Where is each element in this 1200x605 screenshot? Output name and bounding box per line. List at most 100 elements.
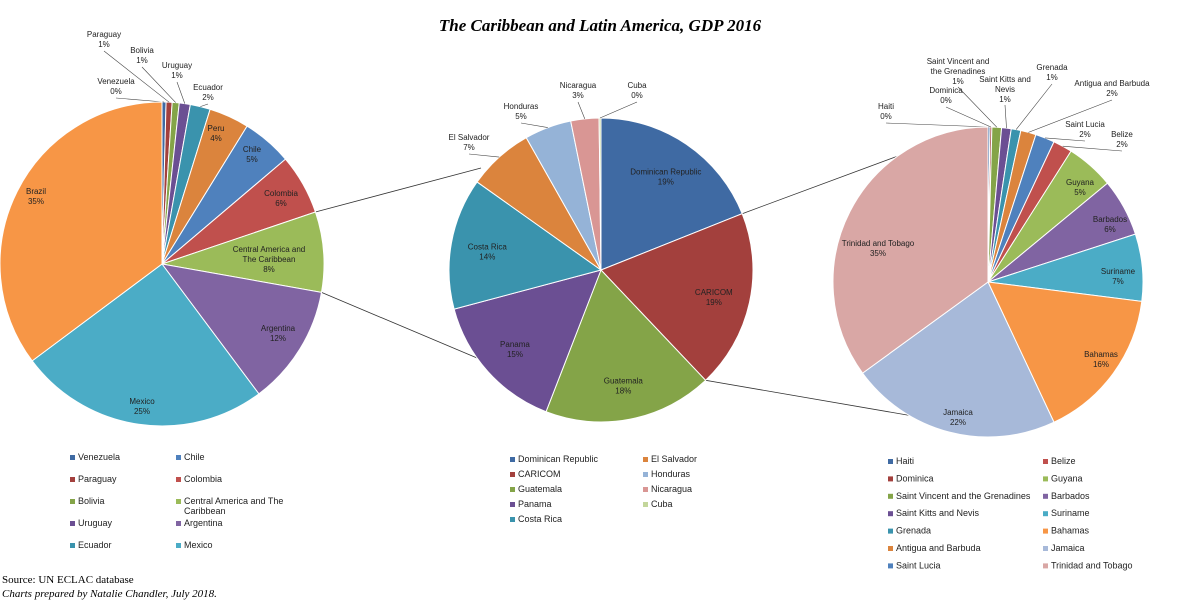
legend-swatch-belize [1043, 459, 1048, 464]
leader-line-cuba [599, 101, 638, 119]
connector-lines [315, 155, 937, 421]
legend-swatch-ecuador [70, 543, 75, 548]
slice-label-brazil: Brazil 35% [26, 187, 46, 206]
legend-swatch-paraguay [70, 477, 75, 482]
legend-swatch-trinidad-and-tobago [1043, 563, 1048, 569]
legend-swatch-venezuela [70, 455, 75, 460]
legend-swatch-argentina [176, 521, 181, 526]
slice-label-suriname: Suriname 7% [1101, 267, 1136, 286]
slice-label-cuba: Cuba 0% [627, 81, 647, 100]
pie-latin-america: Venezuela 0% Paraguay 1% Bolivia 1% Uruguay 1%E… [0, 30, 325, 427]
leader-line-antigua-and-barbuda [1028, 99, 1113, 133]
leader-line-saint-kitts-and-nevis [1004, 104, 1007, 129]
connector-line-top-left [315, 167, 482, 213]
legend-label-paraguay: Paraguay [78, 474, 117, 484]
legend-swatch-bolivia [70, 499, 75, 504]
legend-label-uruguay: Uruguay [78, 518, 113, 528]
slice-label-central-america-and-the-caribbean: Central America and The Caribbean 8% [233, 245, 305, 274]
legend-swatch-mexico [176, 543, 181, 548]
slice-label-ecuador: Ecuador 2% [193, 83, 223, 102]
pie-slice-jamaica [861, 281, 1055, 438]
slice-label-colombia: Colombia 6% [264, 189, 298, 208]
pie-slice-costa-rica [448, 181, 603, 310]
legend-label-honduras: Honduras [651, 469, 691, 479]
source-note: Source: UN ECLAC database [2, 574, 134, 586]
legend-swatch-colombia [176, 477, 181, 482]
legend-swatch-haiti [888, 459, 893, 464]
legend-label-haiti: Haiti [896, 456, 914, 466]
slice-label-bahamas: Bahamas 16% [1084, 350, 1118, 369]
slice-label-saint-kitts-and-nevis: Saint Kitts and Nevis 1% [979, 75, 1031, 104]
slice-label-venezuela: Venezuela 0% [97, 77, 135, 96]
legend-swatch-panama [510, 502, 515, 507]
legend-swatch-central-america-and-the-caribbean [176, 499, 181, 504]
legend-label-bahamas: Bahamas [1051, 526, 1090, 536]
credit-note: Charts prepared by Natalie Chandler, Jul… [2, 588, 217, 600]
legend-swatch-saint-vincent-and-the-grenadines [888, 493, 893, 499]
legend-swatch-chile [176, 455, 181, 460]
legend-swatch-grenada [888, 528, 893, 534]
legend-label-mexico: Mexico [184, 540, 213, 550]
leader-line-paraguay [103, 50, 170, 103]
leader-line-saint-vincent-and-the-grenadines [957, 86, 998, 128]
legend-label-saint-vincent-and-the-grenadines: Saint Vincent and the Grenadines [896, 491, 1031, 501]
slice-label-uruguay: Uruguay 1% [162, 61, 192, 80]
slice-label-bolivia: Bolivia 1% [130, 46, 154, 65]
leader-line-bolivia [141, 66, 176, 103]
pie-slice-dominican-republic [600, 117, 743, 271]
connector-line-bottom-left [321, 292, 497, 367]
slice-label-jamaica: Jamaica 22% [943, 408, 973, 427]
leader-line-haiti [885, 122, 990, 128]
slice-label-dominica: Dominica 0% [929, 86, 963, 105]
slice-label-argentina: Argentina 12% [261, 324, 296, 343]
legend-label-chile: Chile [184, 452, 205, 462]
legend-label-colombia: Colombia [184, 474, 222, 484]
legend-label-costa-rica: Costa Rica [518, 514, 562, 524]
legend-swatch-el-salvador [643, 457, 648, 462]
legend-label-argentina: Argentina [184, 518, 223, 528]
leader-line-uruguay [176, 81, 186, 104]
legend-label-grenada: Grenada [896, 526, 931, 536]
legend-swatch-jamaica [1043, 546, 1048, 551]
legend-swatch-caricom [510, 472, 515, 477]
slice-label-panama: Panama 15% [500, 340, 530, 359]
slice-label-haiti: Haiti 0% [878, 102, 894, 121]
slice-label-honduras: Honduras 5% [504, 102, 539, 121]
connector-line-bottom-right [705, 379, 937, 421]
legend-label-saint-kitts-and-nevis: Saint Kitts and Nevis [896, 508, 980, 518]
legend-label-panama: Panama [518, 499, 552, 509]
pie-slice-mexico [31, 263, 260, 427]
leader-line-el-salvador [468, 153, 500, 158]
legend-swatch-dominica [888, 476, 893, 482]
legend-label-guyana: Guyana [1051, 473, 1083, 483]
slice-label-barbados: Barbados 6% [1093, 215, 1127, 234]
pie-slice-bahamas [987, 281, 1143, 423]
legend-label-barbados: Barbados [1051, 491, 1090, 501]
slice-label-guatemala: Guatemala 18% [604, 376, 644, 395]
pie-slice-brazil [0, 101, 163, 362]
legend-swatch-guyana [1043, 476, 1048, 482]
legend-label-suriname: Suriname [1051, 508, 1090, 518]
legend-swatch-uruguay [70, 521, 75, 526]
slice-label-chile: Chile 5% [243, 145, 262, 164]
legend-label-jamaica: Jamaica [1051, 543, 1085, 553]
legend-label-ecuador: Ecuador [78, 540, 112, 550]
legend-swatch-costa-rica [510, 517, 515, 522]
legend-label-bolivia: Bolivia [78, 496, 105, 506]
legend-label-cuba: Cuba [651, 499, 673, 509]
slice-label-costa-rica: Costa Rica 14% [468, 242, 508, 261]
legend-swatch-nicaragua [643, 487, 648, 492]
pie-slice-panama [453, 269, 602, 413]
chart-title: The Caribbean and Latin America, GDP 201… [438, 16, 762, 35]
leader-line-honduras [520, 122, 548, 128]
legend-swatch-suriname [1043, 511, 1048, 517]
slice-label-el-salvador: El Salvador 7% [449, 133, 490, 152]
slice-label-peru: Peru 4% [208, 124, 225, 143]
slice-label-guyana: Guyana 5% [1066, 178, 1095, 197]
pie-central-america-caribbean: Dominican Republic 19% CARICOM 19% Guatemala… [448, 81, 754, 423]
leader-line-nicaragua [577, 101, 586, 120]
leader-line-venezuela [115, 97, 165, 103]
legend-swatch-guatemala [510, 487, 515, 492]
legend-label-el-salvador: El Salvador [651, 454, 697, 464]
legend-swatch-dominican-republic [510, 457, 515, 462]
